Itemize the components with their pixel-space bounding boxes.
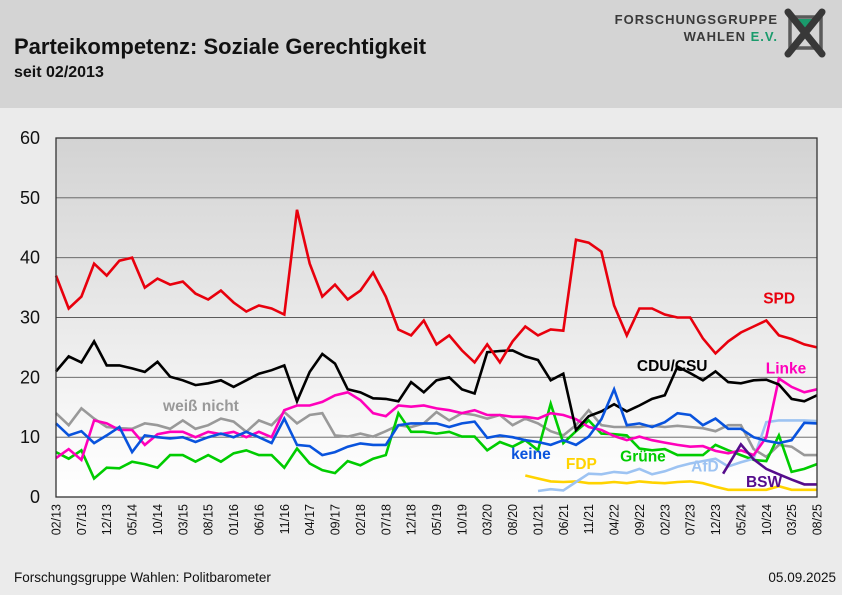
page-subtitle: seit 02/2013 — [14, 64, 104, 81]
x-tick-label-09-17: 09/17 — [329, 504, 343, 535]
x-tick-label-07-18: 07/18 — [379, 504, 393, 535]
x-tick-label-08-20: 08/20 — [506, 504, 520, 535]
series-line-fdp — [525, 474, 817, 492]
x-tick-label-05-14: 05/14 — [126, 504, 140, 535]
series-line-wei-nicht — [55, 406, 817, 459]
x-tick-label-05-19: 05/19 — [430, 504, 444, 535]
series-line-keine — [55, 385, 818, 457]
x-tick-label-11-16: 11/16 — [278, 504, 292, 534]
y-tick-label-50: 50 — [20, 188, 40, 208]
series-line-cdu-csu — [55, 338, 818, 433]
logo-square — [788, 15, 823, 50]
x-tick-label-07-23: 07/23 — [684, 504, 698, 535]
series-label-bsw: BSW — [746, 474, 783, 491]
x-tick-label-07-13: 07/13 — [75, 504, 89, 535]
y-tick-label-20: 20 — [20, 367, 40, 387]
series-line-linke — [55, 376, 818, 463]
plot-frame — [55, 137, 818, 498]
x-tick-label-02-13: 02/13 — [50, 504, 64, 535]
x-tick-label-02-23: 02/23 — [658, 504, 672, 535]
footer-band: Forschungsgruppe Wahlen: Politbarometer … — [0, 560, 842, 595]
x-tick-label-05-24: 05/24 — [734, 504, 748, 535]
x-tick-label-12-18: 12/18 — [405, 504, 419, 535]
logo-ev-suffix: E.V. — [750, 29, 778, 44]
header-band: Parteikompetenz: Soziale Gerechtigkeit s… — [0, 0, 842, 108]
series-label-afd: AfD — [691, 458, 719, 475]
x-tick-label-03-25: 03/25 — [785, 504, 799, 535]
logo-wordmark: FORSCHUNGSGRUPPE WAHLEN E.V. — [615, 11, 778, 45]
chart-layers: 0 10 20 30 40 50 60 02/13 07/13 12/13 05/14 10/14 03… — [20, 128, 825, 535]
logo-x-strokes — [784, 8, 826, 58]
x-tick-label-10-14: 10/14 — [151, 504, 165, 535]
y-tick-label-10: 10 — [20, 427, 40, 447]
x-tick-label-06-21: 06/21 — [557, 504, 571, 535]
logo-line2: WAHLEN E.V. — [683, 29, 778, 44]
y-tick-label-0: 0 — [30, 487, 40, 507]
series-label-keine: keine — [511, 446, 551, 463]
x-tick-label-08-25: 08/25 — [811, 504, 825, 535]
x-tick-label-10-19: 10/19 — [455, 504, 469, 535]
series-label-gr-ne: Grüne — [620, 449, 666, 466]
series-label-spd: SPD — [763, 291, 795, 308]
logo-x-icon — [784, 8, 826, 58]
x-tick-label-03-20: 03/20 — [481, 504, 495, 535]
y-tick-label-40: 40 — [20, 248, 40, 268]
x-tick-label-01-16: 01/16 — [227, 504, 241, 535]
forschungsgruppe-wahlen-logo: FORSCHUNGSGRUPPE WAHLEN E.V. — [586, 6, 836, 66]
series-label-linke: Linke — [766, 361, 807, 378]
series-label-wei-nicht: weiß nicht — [162, 398, 239, 415]
x-tick-label-06-16: 06/16 — [252, 504, 266, 535]
series-line-bsw — [721, 442, 817, 486]
series-label-fdp: FDP — [566, 456, 597, 473]
x-tick-label-01-21: 01/21 — [531, 504, 545, 535]
x-tick-label-02-18: 02/18 — [354, 504, 368, 535]
x-tick-label-11-21: 11/21 — [582, 504, 596, 534]
x-tick-label-10-24: 10/24 — [760, 504, 774, 535]
y-tick-label-60: 60 — [20, 128, 40, 148]
x-tick-label-12-13: 12/13 — [100, 504, 114, 535]
x-tick-label-04-22: 04/22 — [608, 504, 622, 535]
series-label-cdu-csu: CDU/CSU — [637, 358, 708, 375]
logo-line1: FORSCHUNGSGRUPPE — [614, 12, 778, 27]
footer-date: 05.09.2025 — [768, 570, 836, 585]
x-tick-label-09-22: 09/22 — [633, 504, 647, 535]
series-line-gr-ne — [55, 399, 818, 481]
x-tick-label-08-15: 08/15 — [202, 504, 216, 535]
series-line-spd — [54, 209, 818, 365]
x-tick-label-03-15: 03/15 — [176, 504, 190, 535]
x-tick-label-04-17: 04/17 — [303, 504, 317, 535]
y-tick-label-30: 30 — [20, 308, 40, 328]
footer-source: Forschungsgruppe Wahlen: Politbarometer — [14, 570, 271, 585]
page-title: Parteikompetenz: Soziale Gerechtigkeit — [14, 34, 427, 59]
x-tick-label-12-23: 12/23 — [709, 504, 723, 535]
